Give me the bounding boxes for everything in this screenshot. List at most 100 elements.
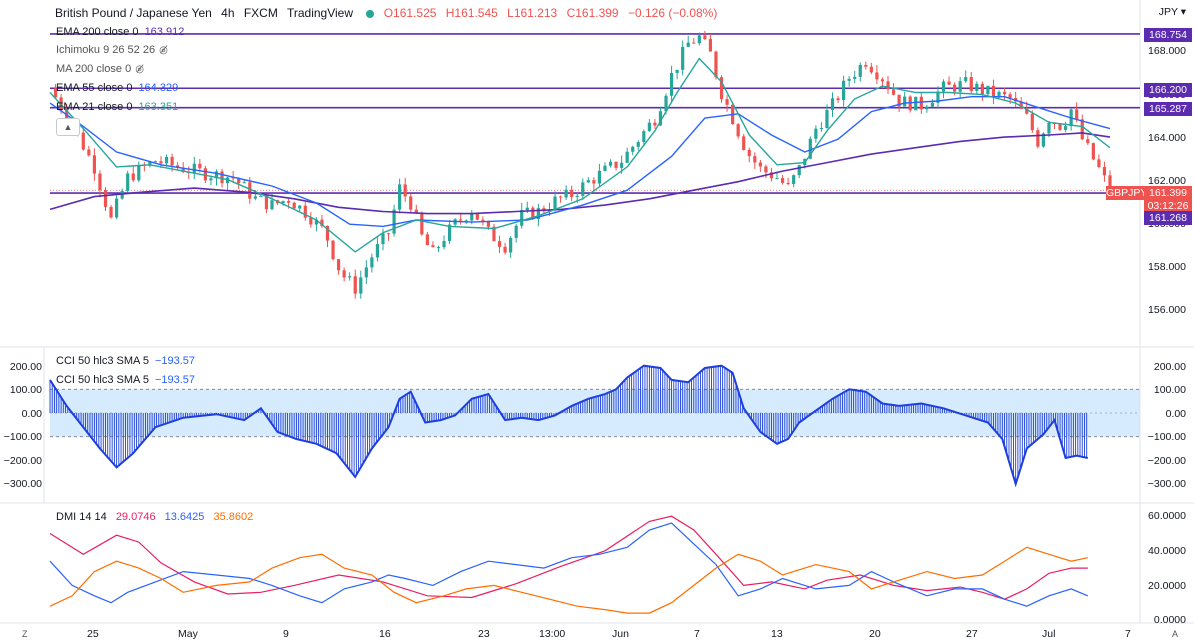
candle-body [753,156,757,163]
indicator-ema200[interactable]: EMA 200 close 0 163.912 [56,25,184,39]
candle-body [897,94,901,107]
time-label: 7 [694,628,700,640]
candle-body [381,233,385,245]
time-label: 25 [87,628,99,640]
candle-body [830,98,835,111]
zoom-button[interactable]: Z [22,629,28,639]
candle-body [386,233,391,235]
candle-body [370,257,374,268]
plus-di-line [49,522,1089,607]
adx-line [49,515,1088,600]
indicator-label: EMA 21 close 0 [56,101,133,113]
candle-body [248,182,252,199]
candle-body [986,85,990,95]
cci-tick-left: −200.00 [3,455,42,467]
platform-label: TradingView [286,6,354,20]
symbol-name[interactable]: British Pound / Japanese Yen [55,6,212,20]
time-label: 13 [771,628,783,640]
cci-value: −193.57 [154,374,196,386]
candle-body [714,51,718,78]
candle-body [320,219,324,226]
candle-body [425,234,429,246]
candle-body [336,259,341,271]
candle-body [597,170,602,184]
collapse-legend-button[interactable]: ▲ [56,118,80,136]
interval-label[interactable]: 4h [221,6,235,20]
minus-di-line [49,546,1088,614]
cci-tick: 100.00 [1153,384,1186,396]
candle-body [137,164,141,181]
candle-body [509,237,513,253]
candle-body [625,151,629,163]
candle-body [941,81,946,92]
level-tag-161268[interactable]: 161.268 [1144,211,1192,225]
hidden-eye-icon[interactable]: ◎̸ [135,64,144,75]
price-pane[interactable] [49,30,1140,299]
candle-body [769,172,774,179]
indicator-ma200[interactable]: MA 200 close 0 ◎̸ [56,62,144,77]
candle-body [558,196,563,198]
candle-body [98,173,102,191]
candle-body [459,219,463,221]
candle-body [503,246,507,253]
level-tag-165287[interactable]: 165.287 [1144,102,1192,116]
candle-body [553,196,557,210]
candle-body [570,189,574,197]
cci-tick-left: −100.00 [3,431,42,443]
dmi-legend[interactable]: DMI 14 14 29.0746 13.6425 35.8602 [56,510,253,524]
candle-body [936,91,940,103]
candle-body [775,178,779,180]
candle-body [1019,101,1023,109]
candle-body [81,132,85,150]
candle-body [747,149,751,157]
dmi-pane[interactable] [49,515,1089,614]
candle-body [681,46,685,70]
candle-body [259,195,263,197]
candle-body [719,77,724,100]
candle-body [764,166,768,173]
candle-body [880,79,885,82]
candle-body [608,161,613,166]
dmi-label: DMI 14 14 [56,511,107,523]
candle-body [114,198,119,218]
hidden-eye-icon[interactable]: ◎̸ [159,45,168,56]
candle-body [431,245,435,248]
symbol-header[interactable]: British Pound / Japanese Yen 4h FXCM Tra… [55,6,723,20]
candle-body [192,163,196,173]
ema21-line [49,57,1111,253]
dmi-tick: 40.0000 [1148,545,1186,557]
auto-scale-button[interactable]: A [1172,629,1179,639]
currency-selector[interactable]: JPY ▾ [1158,6,1186,18]
candle-body [581,182,585,196]
level-tag-166200[interactable]: 166.200 [1144,83,1192,97]
symbol-tag: GBPJPY [1106,186,1148,200]
price-tick: 168.000 [1148,45,1186,57]
cci-tick: −100.00 [1147,431,1186,443]
candle-body [342,270,346,278]
candle-body [1080,119,1084,140]
time-label: Jun [612,628,629,640]
candle-body [181,167,185,173]
candle-body [325,225,330,241]
indicator-ichimoku[interactable]: Ichimoku 9 26 52 26 ◎̸ [56,43,168,58]
cci-tick-left: 100.00 [9,384,42,396]
indicator-ema55[interactable]: EMA 55 close 0 164.329 [56,81,178,95]
indicator-label: EMA 55 close 0 [56,82,133,94]
candle-body [1025,108,1029,114]
indicator-ema21[interactable]: EMA 21 close 0 163.351 [56,100,178,114]
candle-body [864,64,868,67]
cci-pane[interactable] [49,364,1140,488]
candle-body [703,35,707,40]
candle-body [264,195,269,210]
candle-body [231,177,235,179]
candle-body [725,99,729,105]
cci-legend-2[interactable]: CCI 50 hlc3 SMA 5 −193.57 [56,373,195,387]
dmi-tick: 60.0000 [1148,510,1186,522]
time-label: 23 [478,628,490,640]
level-tag-168754[interactable]: 168.754 [1144,28,1192,42]
candle-body [869,66,873,73]
candle-body [1041,133,1046,147]
candle-body [242,182,246,184]
cci-legend-1[interactable]: CCI 50 hlc3 SMA 5 −193.57 [56,354,195,368]
